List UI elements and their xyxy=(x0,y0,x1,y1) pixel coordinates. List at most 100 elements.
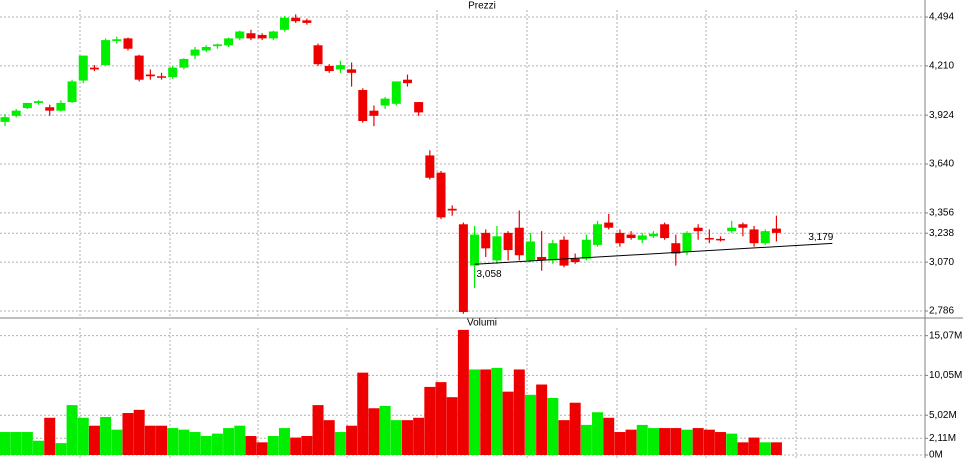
candle-body xyxy=(168,67,178,78)
candle-body xyxy=(224,38,234,46)
volume-bar xyxy=(603,417,615,455)
volume-bar xyxy=(211,433,223,455)
volume-bar xyxy=(524,394,536,455)
candle-body xyxy=(34,101,44,103)
volume-bar xyxy=(178,429,190,455)
volume-bar xyxy=(636,424,648,455)
candle-body xyxy=(470,234,480,266)
candle-body xyxy=(704,238,714,240)
candle-body xyxy=(45,107,55,111)
candle-body xyxy=(492,236,502,261)
price-title: Prezzi xyxy=(468,1,496,12)
volume-bar xyxy=(491,367,503,455)
candle-body xyxy=(67,81,77,103)
candle-body xyxy=(369,110,379,116)
volume-bar xyxy=(234,425,246,455)
volume-bar xyxy=(536,384,548,455)
y-tick-label: 3,238 xyxy=(929,228,954,239)
candle-body xyxy=(447,208,457,211)
volume-bar xyxy=(323,420,335,455)
candle-body xyxy=(190,49,200,56)
candle-body xyxy=(436,172,446,218)
y-tick-label: 3,640 xyxy=(929,159,954,170)
candle-body xyxy=(402,79,412,84)
trendline xyxy=(474,242,833,265)
candle-body xyxy=(335,65,345,70)
volume-bar xyxy=(703,429,715,455)
volume-bar xyxy=(469,369,481,455)
volume-bar xyxy=(547,397,559,455)
candle-body xyxy=(648,233,658,237)
candle-body xyxy=(559,239,569,266)
volume-bar xyxy=(435,382,447,455)
candle-body xyxy=(749,229,759,244)
volume-bar xyxy=(44,417,56,455)
candle-body xyxy=(157,76,167,78)
candle-body xyxy=(771,228,781,233)
candle-body xyxy=(760,231,770,244)
volume-bar xyxy=(189,432,201,455)
volume-bar xyxy=(770,442,782,455)
volume-bar xyxy=(446,397,458,455)
candle-body xyxy=(324,65,334,72)
volume-bar xyxy=(614,432,626,455)
candle-body xyxy=(123,38,133,49)
volume-bar xyxy=(681,429,693,455)
candle-body xyxy=(89,67,99,70)
candle-body xyxy=(112,39,122,41)
candle-body xyxy=(246,33,256,39)
y-tick-label: 10,05M xyxy=(929,370,962,381)
candle-body xyxy=(570,258,580,263)
candle-body xyxy=(313,45,323,65)
volume-bar xyxy=(413,417,425,455)
volume-bar xyxy=(223,428,235,455)
candle-body xyxy=(525,241,535,261)
volume-bar xyxy=(346,425,358,455)
volume-bar xyxy=(379,405,391,455)
volume-bar xyxy=(55,443,67,455)
volume-bar xyxy=(301,435,313,455)
volume-bar xyxy=(737,442,749,455)
volume-bar xyxy=(122,413,134,455)
candle-body xyxy=(637,235,647,240)
candle-body xyxy=(302,20,312,23)
candle-body xyxy=(212,44,222,47)
volume-bar xyxy=(200,435,212,455)
volume-bar xyxy=(502,391,514,455)
candle-body xyxy=(593,224,603,245)
volume-bar xyxy=(156,425,168,455)
candle-body xyxy=(604,222,614,228)
volume-bar xyxy=(670,428,682,455)
candle-body xyxy=(626,234,636,239)
candle-body xyxy=(22,102,32,109)
candle-body xyxy=(660,224,670,239)
volume-bar xyxy=(21,432,33,455)
candle-body xyxy=(291,17,301,22)
volume-bar xyxy=(0,432,11,455)
y-tick-label: 4,210 xyxy=(929,61,954,72)
volume-bar xyxy=(659,428,671,455)
y-tick-label: 5,02M xyxy=(929,410,957,421)
candle-body xyxy=(425,155,435,178)
volume-bar xyxy=(401,420,413,455)
candle-body xyxy=(727,227,737,232)
volume-bar xyxy=(312,405,324,455)
volume-bar xyxy=(144,425,156,455)
volume-bar xyxy=(334,432,346,455)
candle-body xyxy=(78,55,88,81)
volume-bar xyxy=(759,442,771,455)
volume-title: Volumi xyxy=(467,318,497,329)
volume-bar xyxy=(279,428,290,455)
candle-body xyxy=(201,47,211,51)
candle-body xyxy=(11,110,21,116)
y-tick-label: 2,11M xyxy=(929,433,956,444)
volume-bar xyxy=(357,372,369,455)
candle-body xyxy=(738,224,748,228)
y-tick-label: 15,07M xyxy=(929,330,962,341)
candle-body xyxy=(235,31,245,39)
y-tick-label: 3,070 xyxy=(929,257,954,268)
candle-body xyxy=(134,55,144,80)
volume-bar xyxy=(569,402,581,455)
candle-body xyxy=(414,102,424,113)
